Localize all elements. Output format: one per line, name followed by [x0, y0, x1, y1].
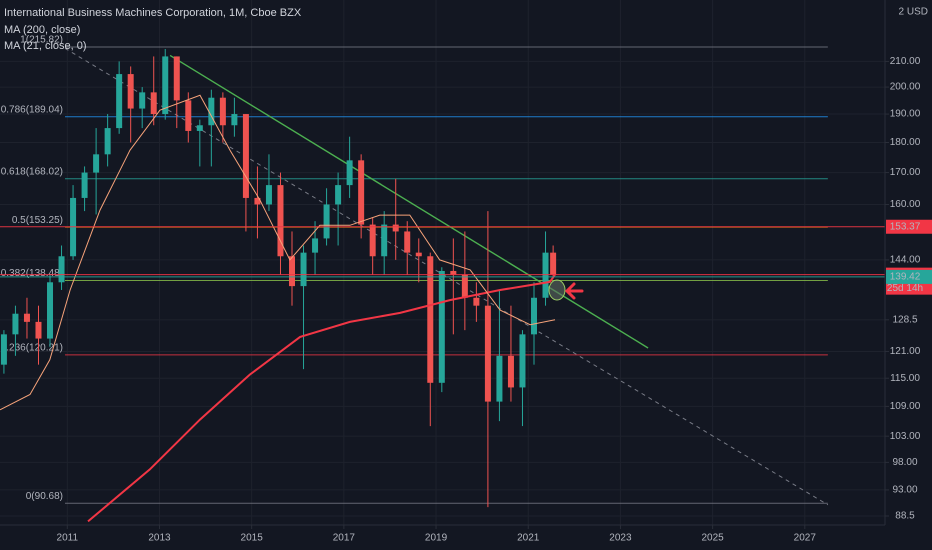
fib-label: 0(90.68) — [26, 491, 63, 502]
candle-body — [0, 334, 7, 365]
candle-body — [58, 256, 65, 283]
candle-body — [93, 154, 100, 173]
price-label-box — [886, 269, 932, 284]
y-tick-label: 210.00 — [890, 56, 921, 67]
candle-body — [277, 185, 284, 257]
x-tick-label: 2023 — [609, 533, 632, 544]
candle-body — [450, 270, 457, 275]
candle-body — [47, 282, 54, 339]
y-tick-label: 180.00 — [890, 137, 921, 148]
y-tick-label: 170.00 — [890, 167, 921, 178]
candle-body — [242, 114, 249, 198]
currency-label: 2 USD — [899, 7, 928, 18]
candle-body — [507, 355, 514, 388]
y-tick-label: 190.00 — [890, 109, 921, 120]
indicator-label: MA (200, close) — [4, 24, 80, 36]
candle-body — [289, 256, 296, 287]
y-tick-label: 128.5 — [892, 314, 917, 325]
y-tick-label: 98.00 — [892, 457, 917, 468]
y-tick-label: 160.00 — [890, 199, 921, 210]
candle-body — [185, 100, 192, 131]
candle-body — [473, 297, 480, 306]
trendline — [169, 54, 649, 349]
candle-body — [231, 114, 238, 126]
fib-label: 0.382(138.48) — [1, 268, 63, 279]
candle-body — [404, 231, 411, 253]
x-tick-label: 2011 — [57, 533, 79, 544]
candle-body — [254, 197, 261, 205]
candle-body — [300, 252, 307, 287]
y-tick-label: 115.00 — [890, 373, 920, 384]
x-tick-label: 2027 — [794, 533, 817, 544]
candle-body — [550, 252, 557, 275]
x-tick-label: 2013 — [148, 533, 171, 544]
candle-body — [438, 270, 445, 383]
candle-body — [208, 97, 215, 126]
candle-body — [312, 238, 319, 253]
candle-body — [392, 224, 399, 232]
price-label: 139.42 — [890, 272, 921, 283]
y-tick-label: 121.00 — [890, 346, 921, 357]
candle-body — [219, 97, 226, 126]
candle-body — [116, 74, 123, 129]
candle-body — [150, 92, 157, 115]
y-tick-label: 144.00 — [890, 255, 921, 266]
y-tick-label: 200.00 — [890, 82, 921, 93]
y-tick-label: 93.00 — [892, 485, 917, 496]
annotation-ellipse — [548, 279, 566, 301]
x-tick-label: 2015 — [241, 533, 264, 544]
candle-body — [496, 355, 503, 402]
moving-average — [87, 274, 556, 523]
candle-body — [323, 204, 330, 239]
countdown: 25d 14h — [887, 283, 923, 294]
annotation-arrow — [564, 282, 584, 300]
y-tick-label: 109.00 — [890, 401, 921, 412]
price-label: 153.37 — [890, 221, 921, 232]
countdown-box — [886, 281, 932, 295]
price-label-box — [886, 219, 932, 234]
candle-body — [162, 56, 169, 115]
candle-body — [173, 56, 180, 101]
candle-body — [519, 334, 526, 388]
candle-body — [81, 172, 88, 198]
fib-label: 0.786(189.04) — [1, 104, 63, 115]
candle-body — [35, 321, 42, 339]
candle-body — [381, 224, 388, 257]
indicator-label: MA (21, close, 0) — [4, 40, 87, 52]
candle-body — [335, 185, 342, 205]
candle-body — [346, 160, 353, 186]
candle-body — [265, 185, 272, 205]
candle-body — [127, 74, 134, 109]
candle-body — [530, 297, 537, 335]
x-tick-label: 2019 — [425, 533, 448, 544]
candle-body — [196, 125, 203, 131]
fib-label: 0.618(168.02) — [1, 166, 63, 177]
candle-body — [139, 92, 146, 109]
candle-body — [542, 252, 549, 298]
plot: 1(215.82) 0.786(189.04) 0.618(168.02) 0.5(1… — [0, 35, 885, 523]
candle-body — [427, 256, 434, 383]
candle-body — [23, 313, 30, 322]
chart-title: International Business Machines Corporat… — [4, 7, 302, 19]
x-tick-label: 2017 — [333, 533, 356, 544]
y-tick-label: 103.00 — [890, 431, 921, 442]
fib-label: 0.5(153.25) — [12, 215, 63, 226]
candle-body — [415, 252, 422, 257]
candle-body — [484, 305, 491, 402]
fib-label: 1(215.82) — [20, 35, 63, 46]
y-tick-label: 88.5 — [895, 511, 915, 522]
fib-label: 0.236(120.21) — [1, 343, 63, 354]
x-tick-label: 2021 — [517, 533, 540, 544]
x-tick-label: 2025 — [701, 533, 724, 544]
candle-body — [12, 313, 19, 335]
candle-body — [369, 224, 376, 257]
candle-body — [461, 274, 468, 298]
candle-body — [104, 128, 111, 155]
candle-body — [358, 160, 365, 225]
